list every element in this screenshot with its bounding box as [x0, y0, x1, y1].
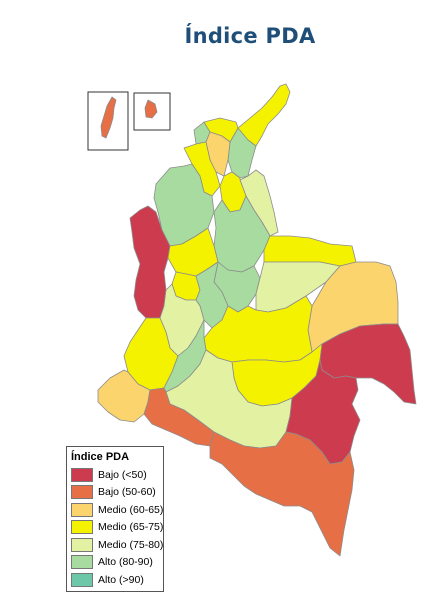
legend-item-bajo-50-60: Bajo (50-60) [71, 484, 159, 502]
legend-swatch [71, 537, 93, 552]
legend-swatch [71, 555, 93, 570]
legend-title: Índice PDA [71, 451, 130, 463]
legend-swatch [71, 520, 93, 535]
legend-label: Alto (>90) [98, 573, 144, 586]
legend-item-medio-65-75: Medio (65-75) [71, 519, 163, 537]
legend-swatch [71, 502, 93, 517]
legend-label: Medio (75-80) [98, 538, 164, 551]
inset-providencia-box [133, 92, 171, 131]
legend-label: Bajo (<50) [98, 468, 147, 481]
legend-swatch [71, 572, 93, 587]
region-guainia [319, 323, 417, 405]
legend-label: Alto (80-90) [98, 556, 153, 569]
legend-swatch [71, 467, 93, 482]
region-amazonas [209, 431, 355, 557]
legend-item-alto-gt90: Alto (>90) [71, 571, 159, 589]
region-san-andres [100, 96, 117, 139]
region-cordoba [153, 163, 215, 247]
map-title: Índice PDA [184, 24, 316, 48]
legend-item-bajo-lt50: Bajo (<50) [71, 466, 159, 484]
legend-item-medio-60-65: Medio (60-65) [71, 501, 163, 519]
region-santander [213, 195, 271, 273]
legend-item-medio-75-80: Medio (75-80) [71, 536, 163, 554]
inset-san-andres-box [87, 91, 129, 151]
legend-swatch [71, 485, 93, 500]
legend-label: Medio (60-65) [98, 503, 164, 516]
legend-label: Medio (65-75) [98, 521, 164, 534]
region-providencia [144, 99, 158, 119]
legend-label: Bajo (50-60) [98, 486, 156, 499]
map-legend: Índice PDA Bajo (<50) Bajo (50-60) Medio… [66, 446, 164, 592]
region-putumayo [143, 387, 215, 447]
region-arauca [263, 235, 357, 267]
region-guajira [237, 83, 291, 147]
legend-item-alto-80-90: Alto (80-90) [71, 554, 159, 572]
